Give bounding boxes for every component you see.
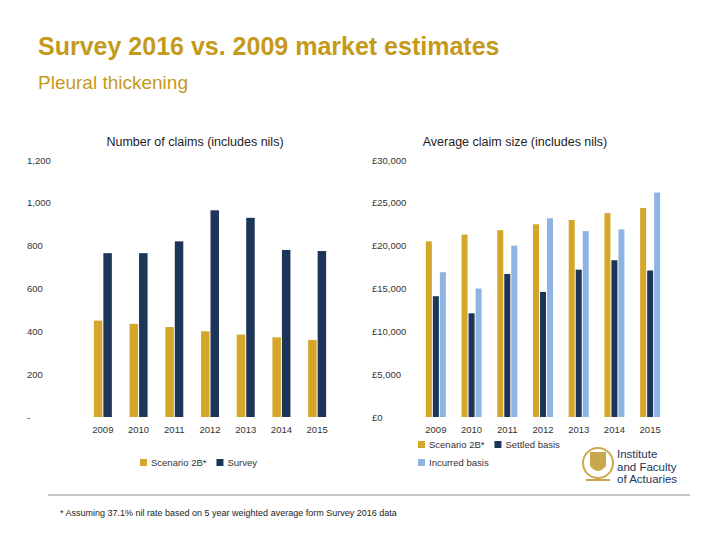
- bar: [497, 230, 503, 417]
- legend-swatch: [216, 459, 223, 466]
- y-tick-label: 1,200: [27, 155, 51, 166]
- logo: Instituteand Facultyof Actuaries: [583, 448, 677, 485]
- x-tick-label: 2009: [425, 424, 446, 435]
- bar: [647, 271, 653, 417]
- bars: [426, 193, 660, 417]
- x-tick-label: 2009: [92, 424, 113, 435]
- bar: [103, 253, 112, 417]
- bar: [139, 253, 148, 417]
- bar: [433, 296, 439, 417]
- y-tick-label: 200: [27, 369, 43, 380]
- chart: Average claim size (includes nils) £0 £5,0…: [372, 135, 661, 468]
- logo-text: Institute: [617, 448, 657, 460]
- slide: Survey 2016 vs. 2009 market estimates Ple…: [0, 0, 720, 540]
- y-tick-label: 400: [27, 326, 43, 337]
- legend-swatch: [494, 441, 501, 448]
- chart-title: Average claim size (includes nils): [423, 135, 608, 149]
- y-tick-label: £0: [372, 412, 383, 423]
- x-tick-label: 2015: [640, 424, 661, 435]
- y-tick-label: £30,000: [372, 155, 406, 166]
- footnote-rule: [48, 495, 690, 496]
- slide-title: Survey 2016 vs. 2009 market estimates: [38, 32, 499, 60]
- bar: [165, 327, 174, 417]
- x-tick-label: 2014: [271, 424, 292, 435]
- legend: Scenario 2B* Settled basis Incurred basis: [418, 439, 560, 468]
- bar: [533, 224, 539, 417]
- bar: [511, 246, 517, 417]
- chart: Number of claims (includes nils) - 200 400 6…: [27, 135, 328, 468]
- y-tick-label: £25,000: [372, 197, 406, 208]
- bar: [640, 208, 646, 417]
- bar: [272, 337, 281, 417]
- bar: [547, 218, 553, 417]
- x-tick-label: 2012: [199, 424, 220, 435]
- legend-swatch: [418, 459, 425, 466]
- y-tick-label: £5,000: [372, 369, 401, 380]
- bar: [504, 274, 510, 417]
- bars: [94, 210, 326, 417]
- bar: [175, 241, 184, 417]
- x-tick-label: 2012: [532, 424, 553, 435]
- x-tick-label: 2015: [307, 424, 328, 435]
- y-tick-label: 600: [27, 283, 43, 294]
- bar: [618, 229, 624, 417]
- legend-swatch: [418, 441, 425, 448]
- y-tick-label: £15,000: [372, 283, 406, 294]
- legend-label: Incurred basis: [429, 457, 489, 468]
- y-tick-label: £20,000: [372, 240, 406, 251]
- bar: [540, 292, 546, 417]
- x-tick-label: 2014: [604, 424, 625, 435]
- bar: [282, 250, 291, 417]
- bar: [476, 289, 482, 418]
- bar: [576, 270, 582, 417]
- chart-title: Number of claims (includes nils): [106, 135, 283, 149]
- bar: [246, 218, 255, 417]
- bar: [462, 235, 468, 417]
- bar: [201, 331, 210, 417]
- x-tick-label: 2011: [164, 424, 184, 435]
- logo-shield: [590, 452, 606, 471]
- legend-label: Survey: [227, 457, 257, 468]
- bar: [611, 260, 617, 417]
- slide-subtitle: Pleural thickening: [38, 72, 188, 93]
- bar: [583, 231, 589, 417]
- x-tick-label: 2013: [235, 424, 256, 435]
- y-tick-label: 800: [27, 240, 43, 251]
- bar: [604, 213, 610, 417]
- legend: Scenario 2B* Survey: [140, 457, 257, 468]
- bar: [426, 241, 432, 417]
- bar: [654, 193, 660, 417]
- bar: [211, 210, 220, 417]
- x-tick-label: 2010: [461, 424, 482, 435]
- y-tick-label: 1,000: [27, 197, 51, 208]
- legend-swatch: [140, 459, 147, 466]
- y-tick-label: £10,000: [372, 326, 406, 337]
- footnote: * Assuming 37.1% nil rate based on 5 yea…: [60, 508, 397, 518]
- bar: [237, 335, 246, 417]
- legend-label: Scenario 2B*: [151, 457, 207, 468]
- logo-text: of Actuaries: [617, 473, 677, 485]
- logo-text: and Faculty: [617, 461, 677, 473]
- legend-label: Settled basis: [505, 439, 560, 450]
- legend-label: Scenario 2B*: [429, 439, 485, 450]
- bar: [94, 321, 103, 417]
- bar: [440, 272, 446, 417]
- x-tick-label: 2010: [128, 424, 149, 435]
- bar: [569, 220, 575, 417]
- bar: [318, 251, 327, 417]
- bar: [308, 340, 317, 417]
- y-tick-label: -: [27, 412, 30, 423]
- x-tick-label: 2011: [497, 424, 517, 435]
- x-tick-label: 2013: [568, 424, 589, 435]
- logo-base: [586, 479, 610, 481]
- bar: [130, 324, 139, 417]
- bar: [469, 313, 475, 417]
- logo-crest: [583, 448, 613, 478]
